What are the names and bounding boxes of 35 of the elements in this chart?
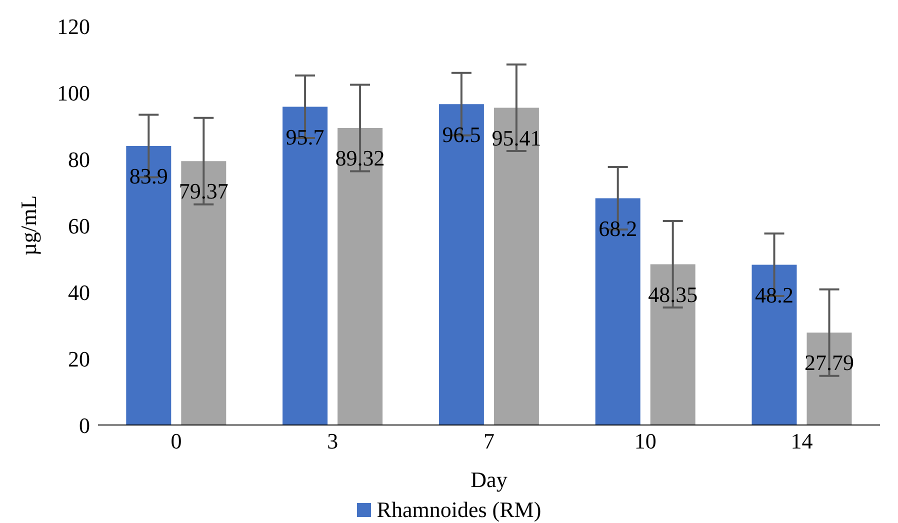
data-label: 27.79: [804, 350, 854, 376]
data-label: 79.37: [178, 178, 228, 204]
bar: [752, 264, 797, 425]
x-tick-label: 14: [790, 428, 813, 454]
data-label: 96.5: [442, 122, 481, 147]
y-tick-label: 60: [68, 213, 90, 238]
y-tick-label: 40: [68, 280, 90, 305]
bar: [338, 128, 383, 425]
y-tick-label: 0: [79, 412, 90, 438]
data-label: 48.35: [648, 282, 698, 307]
data-label: 95.41: [492, 125, 542, 150]
data-label: 89.32: [335, 146, 385, 171]
data-label: 68.2: [598, 216, 638, 241]
bar: [806, 332, 852, 425]
bar: [494, 108, 539, 425]
bar: [595, 198, 640, 425]
y-tick-label: 120: [57, 14, 90, 39]
bar: [126, 146, 172, 425]
y-axis-title: µg/mL: [16, 195, 41, 256]
bar: [282, 106, 328, 425]
x-axis-title: Day: [470, 467, 508, 492]
bar: [650, 264, 696, 425]
bar: [181, 161, 226, 425]
y-tick-label: 100: [57, 80, 90, 106]
bar: [438, 104, 484, 425]
data-label: 83.9: [129, 164, 168, 189]
data-label: 95.7: [286, 124, 324, 150]
x-tick-label: 10: [634, 428, 656, 454]
x-tick-label: 3: [327, 428, 338, 454]
legend-label: Rhamnoides (RM): [376, 497, 542, 523]
x-tick-label: 0: [170, 428, 182, 454]
data-label: 48.2: [755, 282, 794, 308]
y-tick-label: 80: [68, 146, 90, 172]
x-tick-label: 7: [484, 428, 494, 454]
y-tick-label: 20: [68, 346, 90, 372]
